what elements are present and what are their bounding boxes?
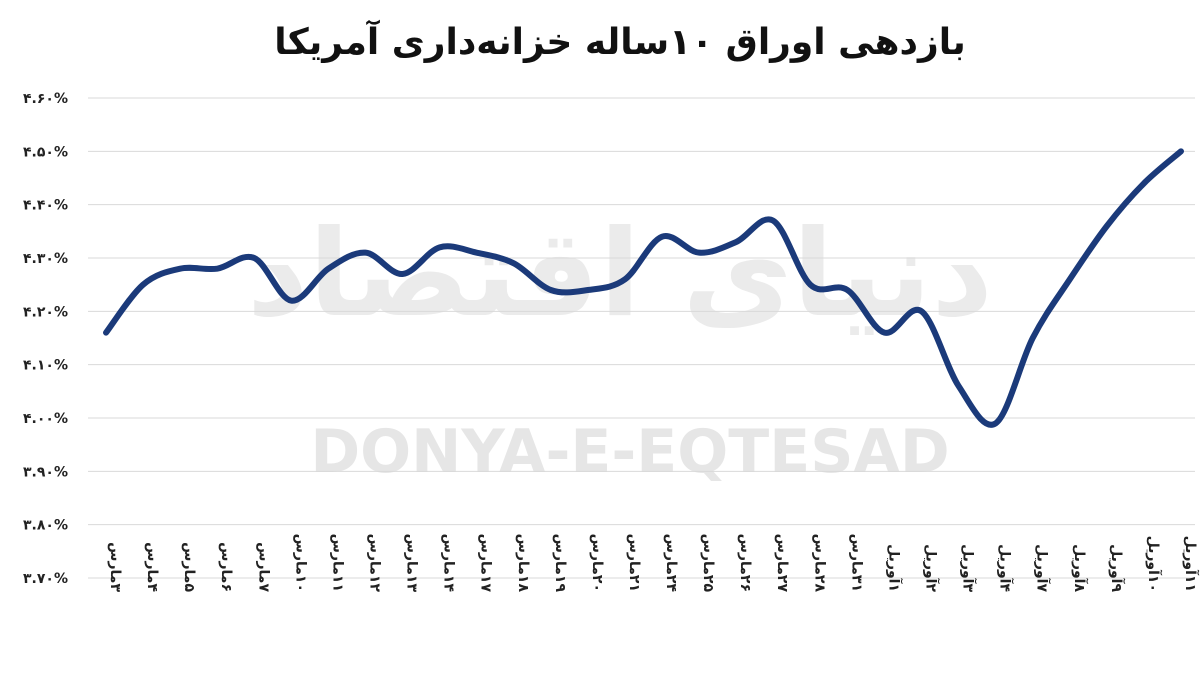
y-tick-label: ۳.۷۰% <box>23 571 68 587</box>
y-tick-label: ۴.۰۰% <box>23 411 68 427</box>
x-tick-label: ۲۸مارس <box>811 534 827 593</box>
y-tick-label: ۴.۳۰% <box>23 251 68 267</box>
x-tick-label: ۱۷مارس <box>478 534 494 593</box>
x-tick-label: ۸آوریل <box>1071 544 1089 592</box>
x-tick-label: ۱۹مارس <box>552 534 568 593</box>
x-tick-label: ۱۸مارس <box>515 534 531 593</box>
x-tick-label: ۲۰مارس <box>589 534 605 592</box>
x-axis-ticks: ۳مارس ۴مارس ۵مارس ۶مارس ۷مارس ۱۰مارس ۱۱مارس ۱۲م… <box>107 534 1200 593</box>
x-tick-label: ۲۵مارس <box>700 534 716 593</box>
x-tick-label: ۳آوریل <box>960 544 978 592</box>
x-tick-label: ۳۱مارس <box>848 534 864 592</box>
x-tick-label: ۷آوریل <box>1034 544 1052 592</box>
x-tick-label: ۱آوریل <box>885 544 903 592</box>
x-tick-label: ۱۰آوریل <box>1145 536 1163 592</box>
x-tick-label: ۲آوریل <box>923 544 941 592</box>
x-tick-label: ۱۳مارس <box>404 534 420 593</box>
x-tick-label: ۲۷مارس <box>774 534 790 593</box>
y-tick-label: ۴.۴۰% <box>23 198 68 214</box>
watermark-arabic: دنیای اقتصاد <box>247 205 993 344</box>
x-tick-label: ۱۴مارس <box>441 534 457 593</box>
y-tick-label: ۴.۲۰% <box>23 304 68 320</box>
watermark: دنیای اقتصاد DONYA-E-EQTESAD <box>247 205 993 487</box>
x-tick-label: ۴آوریل <box>997 544 1015 592</box>
x-tick-label: ۱۰مارس <box>292 534 308 592</box>
x-tick-label: ۲۱مارس <box>626 534 642 592</box>
x-tick-label: ۴مارس <box>144 542 160 592</box>
chart-title: بازدهی اوراق ۱۰ساله خزانه‌داری آمریکا <box>274 22 966 63</box>
y-axis-ticks: ۳.۷۰% ۳.۸۰% ۳.۹۰% ۴.۰۰% ۴.۱۰% ۴.۲۰% ۴.۳۰% ۴.۴۰%… <box>23 91 68 587</box>
x-tick-label: ۱۱آوریل <box>1182 536 1200 592</box>
x-tick-label: ۲۴مارس <box>663 534 679 593</box>
x-tick-label: ۱۱مارس <box>329 534 345 592</box>
x-tick-label: ۷مارس <box>255 542 271 592</box>
watermark-latin: DONYA-E-EQTESAD <box>310 417 949 487</box>
x-tick-label: ۲۶مارس <box>737 534 753 592</box>
y-tick-label: ۳.۹۰% <box>23 464 68 480</box>
y-tick-label: ۳.۸۰% <box>23 518 68 534</box>
x-tick-label: ۵مارس <box>181 542 197 592</box>
y-tick-label: ۴.۶۰% <box>23 91 68 107</box>
y-tick-label: ۴.۱۰% <box>23 358 68 374</box>
y-tick-label: ۴.۵۰% <box>23 144 68 160</box>
grid-lines <box>88 97 1195 579</box>
x-tick-label: ۶مارس <box>218 542 234 592</box>
x-tick-label: ۹آوریل <box>1108 544 1126 592</box>
x-tick-label: ۱۲مارس <box>366 534 382 593</box>
x-tick-label: ۳مارس <box>107 542 123 592</box>
series-line <box>103 148 1184 428</box>
